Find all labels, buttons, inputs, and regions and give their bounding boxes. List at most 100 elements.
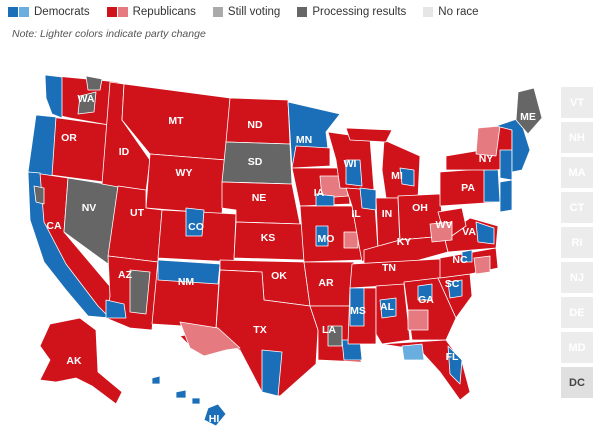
small-states-list: VT NH MA CT RI NJ DE MD DC bbox=[561, 87, 593, 402]
label-az: AZ bbox=[118, 269, 133, 281]
district-la-gray[interactable] bbox=[327, 325, 343, 347]
still-voting-swatch bbox=[212, 7, 223, 17]
small-state-ma[interactable]: MA bbox=[561, 157, 593, 188]
district-az-blue[interactable] bbox=[105, 299, 127, 319]
district-pa-blue[interactable] bbox=[483, 167, 501, 203]
district-ny-blue[interactable] bbox=[499, 149, 513, 181]
legend-label-democrats: Democrats bbox=[34, 6, 90, 18]
label-il: IL bbox=[351, 208, 361, 220]
label-id: ID bbox=[119, 146, 130, 158]
district-al-blue[interactable] bbox=[379, 297, 397, 319]
small-state-md[interactable]: MD bbox=[561, 332, 593, 363]
legend-republicans: Republicans bbox=[106, 6, 196, 18]
small-state-ct[interactable]: CT bbox=[561, 192, 593, 223]
small-state-nh[interactable]: NH bbox=[561, 122, 593, 153]
district-tx-light[interactable] bbox=[179, 321, 241, 357]
district-mo-blue[interactable] bbox=[315, 225, 329, 247]
district-wv-light[interactable] bbox=[429, 221, 453, 243]
label-nd: ND bbox=[247, 119, 263, 131]
label-ak: AK bbox=[66, 355, 82, 367]
district-nm-blue[interactable] bbox=[157, 259, 221, 285]
district-co-blue[interactable] bbox=[185, 207, 205, 237]
district-mo-light[interactable] bbox=[343, 231, 359, 249]
state-hi-isle1[interactable] bbox=[151, 375, 161, 385]
state-hi-isle2[interactable] bbox=[175, 389, 187, 399]
state-wy[interactable] bbox=[145, 153, 227, 215]
democrats-swatch-light bbox=[19, 7, 29, 17]
district-va-blue[interactable] bbox=[475, 221, 495, 245]
district-wi-blue[interactable] bbox=[345, 159, 363, 187]
label-in: IN bbox=[382, 208, 393, 220]
district-ga-blue[interactable] bbox=[417, 283, 433, 301]
label-fl: FL bbox=[446, 351, 459, 363]
district-ca-gray[interactable] bbox=[33, 185, 45, 205]
label-tn: TN bbox=[382, 262, 396, 274]
district-sc-blue[interactable] bbox=[447, 279, 463, 299]
label-ok: OK bbox=[271, 270, 287, 282]
label-ca: CA bbox=[46, 220, 62, 232]
label-wa: WA bbox=[78, 93, 95, 105]
label-hi: HI bbox=[209, 413, 220, 425]
district-tx-blue[interactable] bbox=[261, 349, 283, 397]
republicans-swatch-dark bbox=[106, 7, 117, 17]
state-ak[interactable] bbox=[39, 317, 123, 405]
small-state-vt[interactable]: VT bbox=[561, 87, 593, 118]
district-wa-gray[interactable] bbox=[77, 91, 97, 115]
legend-democrats: Democrats bbox=[8, 6, 90, 18]
district-fl-blue[interactable] bbox=[447, 345, 463, 385]
district-or-coast[interactable] bbox=[27, 114, 57, 177]
small-state-ri[interactable]: RI bbox=[561, 227, 593, 258]
legend-processing: Processing results bbox=[297, 6, 406, 18]
district-nc-light[interactable] bbox=[473, 255, 491, 275]
district-az-gray[interactable] bbox=[129, 269, 151, 315]
small-state-de[interactable]: DE bbox=[561, 297, 593, 328]
label-mi: MI bbox=[391, 170, 403, 182]
label-nc: NC bbox=[452, 254, 468, 266]
label-ms: MS bbox=[350, 305, 366, 317]
district-wa-west[interactable] bbox=[44, 74, 63, 119]
label-ar: AR bbox=[318, 277, 334, 289]
district-fl-lightblue[interactable] bbox=[401, 343, 425, 361]
label-wi: WI bbox=[344, 158, 357, 170]
legend-no-race: No race bbox=[423, 6, 479, 18]
label-oh: OH bbox=[412, 202, 428, 214]
label-la: LA bbox=[322, 324, 336, 336]
label-wy: WY bbox=[176, 167, 193, 179]
label-mt: MT bbox=[168, 115, 184, 127]
legend: Democrats Republicans Still voting Proce… bbox=[8, 4, 496, 20]
label-nm: NM bbox=[178, 276, 195, 288]
label-sd: SD bbox=[248, 156, 263, 168]
state-me[interactable] bbox=[515, 87, 543, 135]
label-ny: NY bbox=[479, 153, 494, 165]
district-wa-gray2[interactable] bbox=[85, 75, 103, 91]
state-hi-main[interactable] bbox=[203, 403, 227, 427]
small-state-dc[interactable]: DC bbox=[561, 367, 593, 398]
district-nj-de-md[interactable] bbox=[499, 179, 513, 213]
label-ne: NE bbox=[252, 192, 267, 204]
label-ky: KY bbox=[397, 236, 412, 248]
democrats-swatch-dark bbox=[8, 7, 18, 17]
district-il-blue[interactable] bbox=[359, 187, 377, 211]
legend-label-republicans: Republicans bbox=[132, 6, 196, 18]
label-sc: SC bbox=[445, 278, 460, 290]
district-mi-upper[interactable] bbox=[345, 127, 393, 143]
label-ga: GA bbox=[418, 294, 434, 306]
label-co: CO bbox=[188, 221, 204, 233]
label-ks: KS bbox=[261, 232, 276, 244]
state-hi-isle3[interactable] bbox=[191, 397, 201, 405]
label-va: VA bbox=[462, 226, 476, 238]
label-ia: IA bbox=[314, 187, 325, 199]
district-mn-red[interactable] bbox=[291, 145, 331, 169]
no-race-swatch bbox=[423, 7, 434, 17]
district-ga-light[interactable] bbox=[407, 309, 429, 331]
district-ny-light[interactable] bbox=[475, 125, 501, 157]
party-change-note: Note: Lighter colors indicate party chan… bbox=[12, 28, 206, 40]
district-ms-blue[interactable] bbox=[349, 287, 365, 327]
district-mi-blue[interactable] bbox=[399, 167, 415, 187]
legend-label-processing: Processing results bbox=[312, 6, 407, 18]
label-mn: MN bbox=[296, 134, 312, 146]
republicans-swatch-light bbox=[117, 7, 128, 17]
small-state-nj[interactable]: NJ bbox=[561, 262, 593, 293]
processing-swatch bbox=[297, 7, 308, 17]
label-ut: UT bbox=[130, 207, 145, 219]
